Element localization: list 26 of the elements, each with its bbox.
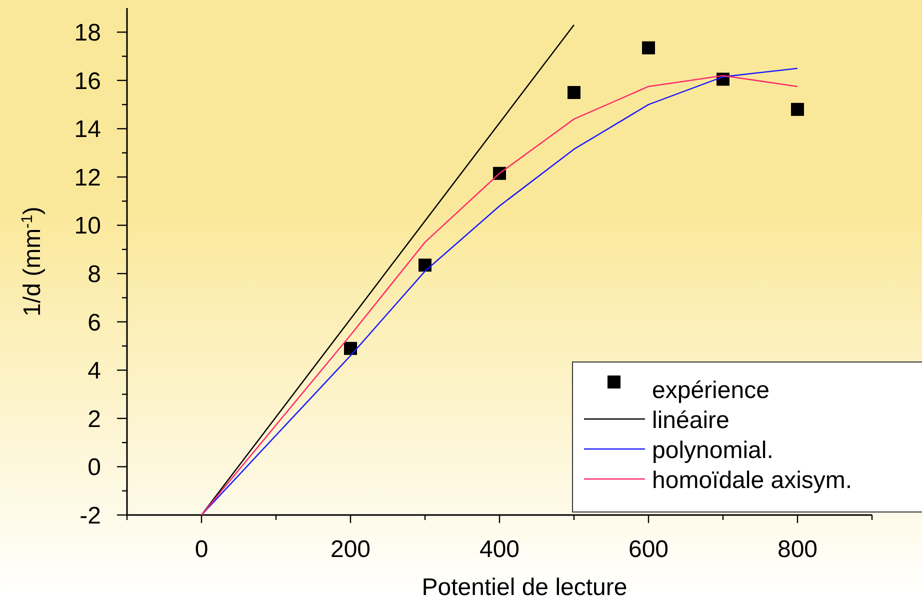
y-tick-label: 4: [88, 358, 101, 385]
y-tick-label: 18: [74, 20, 101, 47]
legend-label: linéaire: [652, 407, 730, 434]
y-tick-label: 10: [74, 212, 101, 240]
y-tick-label: 14: [74, 116, 101, 144]
point: [418, 258, 432, 272]
y-tick-label: 0: [88, 454, 101, 482]
point: [568, 86, 580, 99]
x-tick-label: 800: [777, 536, 818, 563]
y-tick-label: 8: [88, 260, 101, 288]
y-tick-label: 12: [74, 164, 101, 192]
y-tick-label: 2: [88, 406, 101, 433]
x-axis-title: Potentiel de lecture: [422, 574, 628, 599]
y-tick-label: 16: [74, 68, 101, 95]
y-tick-label: -2: [80, 502, 101, 530]
y-tick-label: 6: [88, 309, 101, 336]
point: [791, 102, 804, 116]
x-tick-label: 600: [628, 536, 669, 563]
point: [642, 41, 655, 54]
x-tick-label: 400: [479, 536, 520, 563]
x-tick-label: 200: [330, 536, 371, 563]
point: [344, 342, 357, 355]
legend-label: polynomial.: [652, 437, 774, 464]
legend-label: homoïdale axisym.: [652, 467, 852, 494]
legend-label: expérience: [652, 377, 770, 404]
x-tick-label: 0: [194, 536, 208, 563]
